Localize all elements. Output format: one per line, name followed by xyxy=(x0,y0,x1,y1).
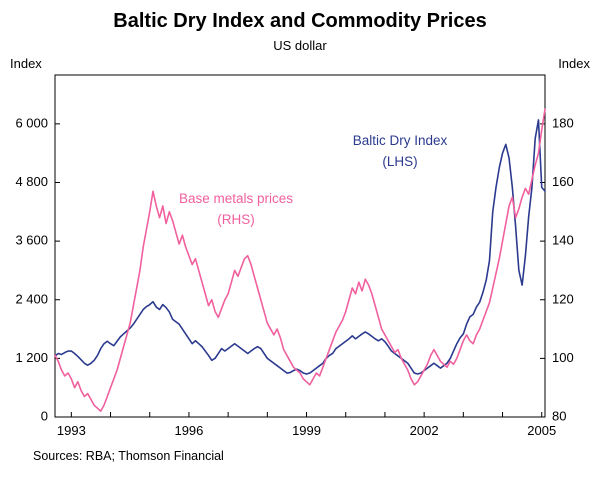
right-axis-title: Index xyxy=(558,56,590,71)
source-note: Sources: RBA; Thomson Financial xyxy=(33,449,224,463)
base-metals-label-line1: Base metals prices xyxy=(178,191,294,206)
baltic-dry-index-label-line1: Baltic Dry Index xyxy=(352,133,448,148)
base-metals-series-label: Base metals prices (RHS) xyxy=(179,188,293,230)
left-axis-title: Index xyxy=(10,56,42,71)
chart-title: Baltic Dry Index and Commodity Prices xyxy=(113,10,487,32)
baltic-dry-index-label-line2: (LHS) xyxy=(382,154,418,169)
base-metals-label-line2: (RHS) xyxy=(217,212,255,227)
baltic-dry-index-series-label: Baltic Dry Index (LHS) xyxy=(353,130,448,172)
chart-subtitle: US dollar xyxy=(273,38,327,53)
